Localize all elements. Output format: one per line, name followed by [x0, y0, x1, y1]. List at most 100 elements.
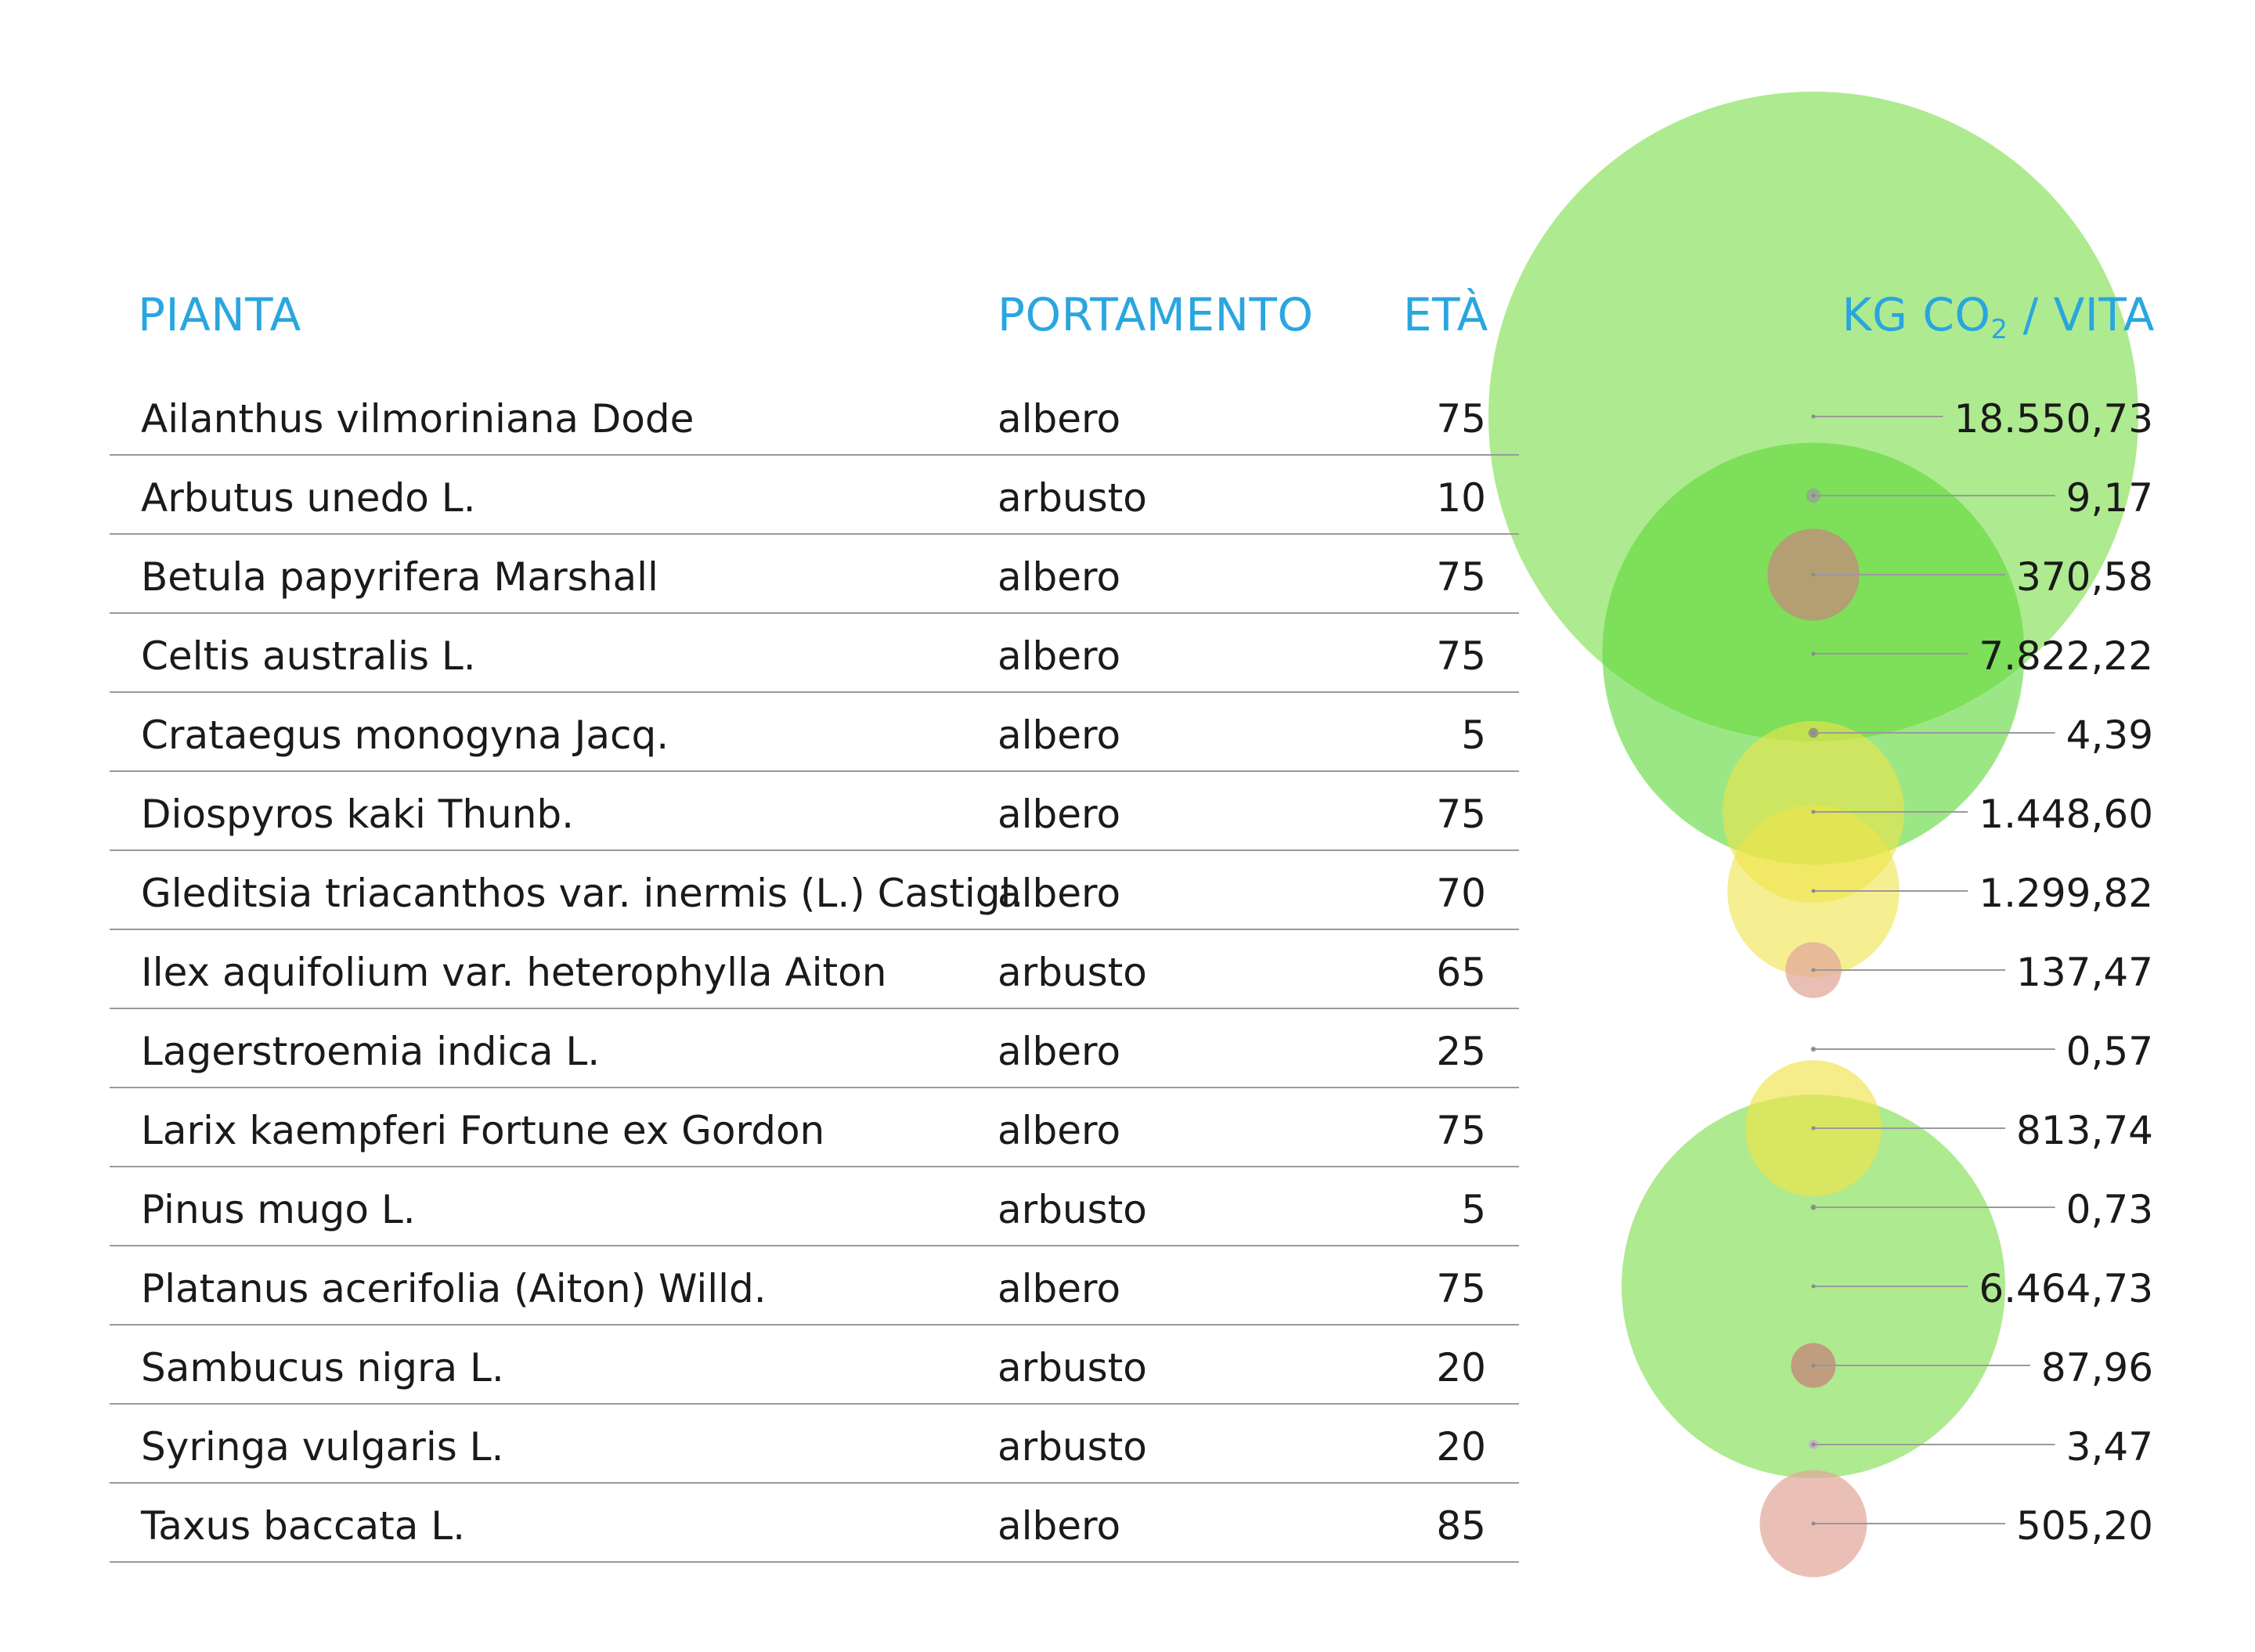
header-eta: ETÀ — [1403, 288, 1488, 341]
bubble-center-8 — [1811, 1047, 1816, 1051]
header-kg-prefix: KG CO — [1842, 288, 1991, 341]
cell-eta: 75 — [1436, 1266, 1486, 1311]
bubble-center-1 — [1811, 493, 1816, 498]
table-row: Crataegus monogyna Jacq. albero 5 — [110, 694, 1519, 772]
cell-eta: 10 — [1436, 475, 1486, 521]
cell-portamento: arbusto — [998, 1424, 1147, 1470]
table-row: Ailanthus vilmoriniana Dode albero 75 — [110, 377, 1519, 456]
cell-portamento: albero — [998, 396, 1121, 442]
cell-kg-co2: 3,47 — [2066, 1424, 2153, 1470]
cell-portamento: albero — [998, 792, 1121, 837]
cell-pianta: Celtis australis L. — [141, 633, 476, 679]
table-row: Arbutus unedo L. arbusto 10 — [110, 456, 1519, 535]
bubble-center-9 — [1811, 1126, 1816, 1131]
cell-kg-co2: 1.299,82 — [1979, 871, 2153, 916]
cell-kg-co2: 7.822,22 — [1979, 633, 2153, 679]
cell-eta: 5 — [1461, 712, 1486, 758]
cell-eta: 70 — [1436, 871, 1486, 916]
cell-eta: 20 — [1436, 1345, 1486, 1390]
cell-kg-co2: 370,58 — [2016, 554, 2153, 600]
row-divider — [110, 533, 1519, 535]
cell-portamento: albero — [998, 871, 1121, 916]
cell-eta: 5 — [1461, 1187, 1486, 1232]
cell-kg-co2: 813,74 — [2016, 1108, 2153, 1153]
cell-pianta: Ailanthus vilmoriniana Dode — [141, 396, 695, 442]
row-divider — [110, 849, 1519, 851]
cell-pianta: Taxus baccata L. — [141, 1503, 466, 1549]
cell-portamento: arbusto — [998, 475, 1147, 521]
cell-eta: 75 — [1436, 554, 1486, 600]
bubble-center-6 — [1811, 889, 1816, 893]
table-row: Diospyros kaki Thunb. albero 75 — [110, 773, 1519, 851]
cell-eta: 75 — [1436, 396, 1486, 442]
header-kg-sub: 2 — [1990, 314, 2008, 345]
cell-portamento: albero — [998, 1266, 1121, 1311]
table-row: Sambucus nigra L. arbusto 20 — [110, 1326, 1519, 1405]
cell-eta: 20 — [1436, 1424, 1486, 1470]
bubble-center-7 — [1811, 968, 1816, 972]
cell-pianta: Ilex aquifolium var. heterophylla Aiton — [141, 950, 887, 995]
bubble-center-4 — [1811, 730, 1816, 735]
cell-kg-co2: 4,39 — [2066, 712, 2153, 758]
cell-kg-co2: 0,73 — [2066, 1187, 2153, 1232]
cell-kg-co2: 87,96 — [2040, 1345, 2153, 1390]
cell-portamento: albero — [998, 1503, 1121, 1549]
cell-eta: 25 — [1436, 1029, 1486, 1074]
row-divider — [110, 691, 1519, 693]
cell-portamento: albero — [998, 1029, 1121, 1074]
bubble-center-14 — [1811, 1521, 1816, 1526]
row-divider — [110, 1403, 1519, 1405]
table-row: Platanus acerifolia (Aiton) Willd. albero… — [110, 1247, 1519, 1326]
row-divider — [110, 929, 1519, 930]
table-row: Larix kaempferi Fortune ex Gordon albero 7… — [110, 1089, 1519, 1167]
row-divider — [110, 1245, 1519, 1246]
cell-kg-co2: 6.464,73 — [1979, 1266, 2153, 1311]
row-divider — [110, 612, 1519, 614]
bubble-center-13 — [1811, 1442, 1816, 1447]
row-divider — [110, 1087, 1519, 1088]
table-row: Betula papyrifera Marshall albero 75 — [110, 536, 1519, 614]
cell-pianta: Pinus mugo L. — [141, 1187, 416, 1232]
bubble-center-5 — [1811, 810, 1816, 814]
header-kg-co2-vita: KG CO2 / VITA — [1842, 288, 2155, 345]
row-divider — [110, 454, 1519, 456]
row-divider — [110, 1166, 1519, 1167]
cell-eta: 75 — [1436, 792, 1486, 837]
header-kg-suffix: / VITA — [2008, 288, 2155, 341]
row-divider — [110, 1561, 1519, 1563]
cell-portamento: albero — [998, 1108, 1121, 1153]
cell-eta: 75 — [1436, 633, 1486, 679]
cell-portamento: arbusto — [998, 1187, 1147, 1232]
cell-kg-co2: 9,17 — [2066, 475, 2153, 521]
cell-portamento: arbusto — [998, 1345, 1147, 1390]
cell-pianta: Crataegus monogyna Jacq. — [141, 712, 669, 758]
bubble-center-12 — [1811, 1363, 1816, 1368]
cell-pianta: Gleditsia triacanthos var. inermis (L.) … — [141, 871, 1024, 916]
row-divider — [110, 1008, 1519, 1009]
cell-pianta: Diospyros kaki Thunb. — [141, 792, 575, 837]
cell-pianta: Sambucus nigra L. — [141, 1345, 504, 1390]
cell-eta: 75 — [1436, 1108, 1486, 1153]
bubble-center-10 — [1811, 1205, 1816, 1210]
cell-portamento: albero — [998, 633, 1121, 679]
cell-kg-co2: 505,20 — [2016, 1503, 2153, 1549]
table-row: Gleditsia triacanthos var. inermis (L.) … — [110, 852, 1519, 930]
cell-pianta: Syringa vulgaris L. — [141, 1424, 504, 1470]
table-row: Pinus mugo L. arbusto 5 — [110, 1168, 1519, 1246]
table-row: Celtis australis L. albero 75 — [110, 615, 1519, 693]
cell-portamento: albero — [998, 554, 1121, 600]
table-row: Lagerstroemia indica L. albero 25 — [110, 1010, 1519, 1088]
header-portamento: PORTAMENTO — [998, 288, 1314, 341]
bubble-center-11 — [1811, 1284, 1816, 1289]
bubble-center-0 — [1811, 414, 1816, 419]
header-pianta: PIANTA — [138, 288, 301, 341]
bubble-center-2 — [1811, 572, 1816, 577]
cell-eta: 85 — [1436, 1503, 1486, 1549]
bubble-center-3 — [1811, 651, 1816, 656]
cell-portamento: arbusto — [998, 950, 1147, 995]
cell-kg-co2: 0,57 — [2066, 1029, 2153, 1074]
row-divider — [110, 770, 1519, 772]
table-row: Taxus baccata L. albero 85 — [110, 1484, 1519, 1563]
cell-kg-co2: 137,47 — [2016, 950, 2153, 995]
